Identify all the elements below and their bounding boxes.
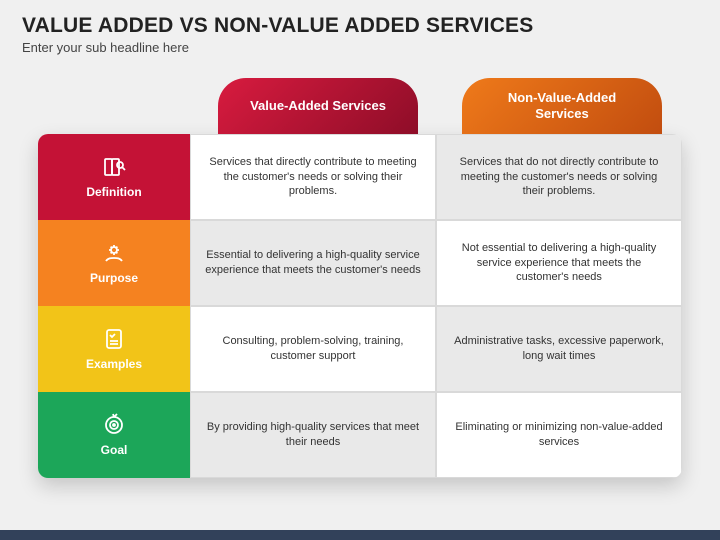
cell-examples-va: Consulting, problem-solving, training, c… [190,306,436,392]
hands-gear-icon [102,241,126,265]
column-header-non-value-added: Non-Value-Added Services [462,78,662,134]
cell-definition-nva: Services that do not directly contribute… [436,134,682,220]
target-icon [102,413,126,437]
comparison-table: Value-Added Services Non-Value-Added Ser… [38,78,682,478]
row-label-definition: Definition [38,134,190,220]
cell-purpose-nva: Not essential to delivering a high-quali… [436,220,682,306]
column-header-value-added: Value-Added Services [218,78,418,134]
row-label-text: Definition [86,185,141,199]
row-label-text: Purpose [90,271,138,285]
page-title: VALUE ADDED VS NON-VALUE ADDED SERVICES [22,14,698,38]
cell-definition-va: Services that directly contribute to mee… [190,134,436,220]
cell-goal-va: By providing high-quality services that … [190,392,436,478]
row-label-examples: Examples [38,306,190,392]
row-label-text: Examples [86,357,142,371]
row-label-text: Goal [101,443,128,457]
page-subtitle: Enter your sub headline here [22,40,698,55]
footer-bar [0,530,720,540]
cell-purpose-va: Essential to delivering a high-quality s… [190,220,436,306]
row-label-purpose: Purpose [38,220,190,306]
book-search-icon [102,155,126,179]
cell-examples-nva: Administrative tasks, excessive paperwor… [436,306,682,392]
cell-goal-nva: Eliminating or minimizing non-value-adde… [436,392,682,478]
row-label-goal: Goal [38,392,190,478]
checklist-icon [102,327,126,351]
